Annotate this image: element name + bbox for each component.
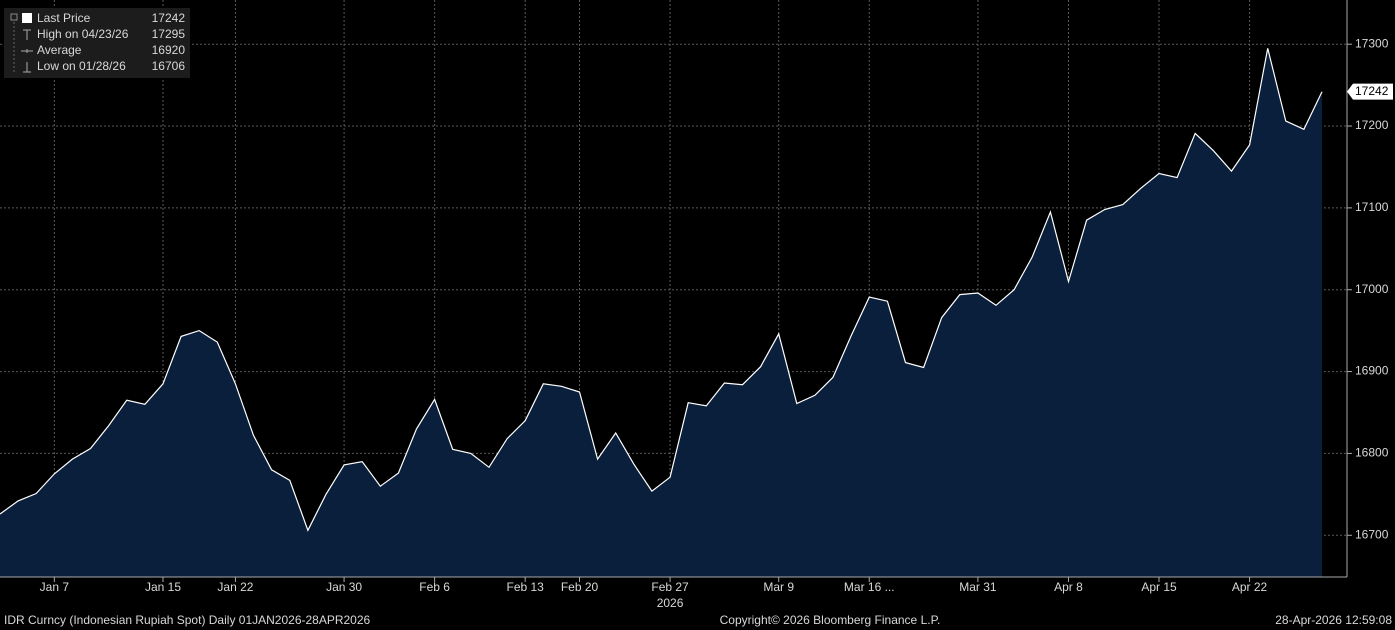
x-tick-label: Jan 30 xyxy=(326,580,362,594)
legend-label: High on 04/23/26 xyxy=(37,27,129,41)
footer-center: Copyright© 2026 Bloomberg Finance L.P. xyxy=(720,613,941,627)
y-tick-label: 16900 xyxy=(1355,364,1389,378)
area xyxy=(0,48,1322,578)
y-tick-label: 17100 xyxy=(1355,200,1389,214)
legend-box xyxy=(4,8,190,78)
y-tick-label: 16700 xyxy=(1355,527,1389,541)
legend-low-icon xyxy=(23,62,31,73)
legend-toggle xyxy=(10,13,18,21)
legend-label: Last Price xyxy=(37,11,91,25)
x-tick-label: Apr 22 xyxy=(1232,580,1268,594)
legend-swatch xyxy=(22,13,32,23)
legend-label: Average xyxy=(37,43,82,57)
y-tick-label: 17000 xyxy=(1355,282,1389,296)
x-tick-label: Mar 16 ... xyxy=(844,580,895,594)
x-tick-label: Mar 31 xyxy=(959,580,997,594)
year-label: 2026 xyxy=(657,596,684,610)
legend-value: 17242 xyxy=(152,11,186,25)
x-tick-label: Feb 13 xyxy=(506,580,544,594)
y-tick-label: 17200 xyxy=(1355,118,1389,132)
x-tick-label: Jan 7 xyxy=(40,580,70,594)
footer-left: IDR Curncy (Indonesian Rupiah Spot) Dail… xyxy=(4,613,371,627)
legend-value: 17295 xyxy=(152,27,186,41)
x-tick-label: Feb 20 xyxy=(561,580,599,594)
x-tick-label: Apr 15 xyxy=(1141,580,1177,594)
y-tick-label: 17300 xyxy=(1355,36,1389,50)
x-tick-label: Apr 8 xyxy=(1054,580,1083,594)
last-price-tag xyxy=(1347,83,1393,100)
legend-value: 16706 xyxy=(152,59,186,73)
legend-value: 16920 xyxy=(152,43,186,57)
plot xyxy=(0,0,1347,578)
legend-average-icon xyxy=(21,49,33,53)
x-tick-label: Jan 22 xyxy=(217,580,253,594)
legend-label: Low on 01/28/26 xyxy=(37,59,126,73)
price-line xyxy=(0,48,1323,532)
x-tick-label: Feb 27 xyxy=(651,580,689,594)
y-tick-label: 16800 xyxy=(1355,446,1389,460)
footer-right: 28-Apr-2026 12:59:08 xyxy=(1275,613,1392,627)
x-tick-label: Jan 15 xyxy=(145,580,181,594)
legend-high-icon xyxy=(23,29,31,40)
x-tick-label: Feb 6 xyxy=(419,580,450,594)
x-tick-label: Mar 9 xyxy=(763,580,794,594)
last-price-label: 17242 xyxy=(1355,84,1389,98)
